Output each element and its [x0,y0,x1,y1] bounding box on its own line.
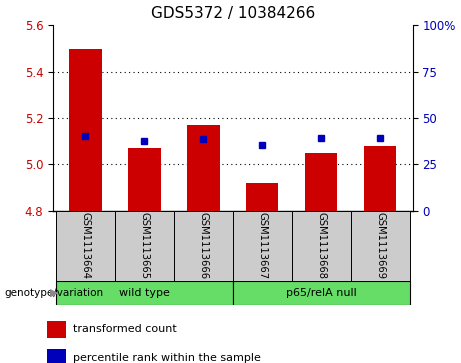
Text: GSM1113665: GSM1113665 [139,212,149,280]
Bar [187,125,219,211]
Text: ▶: ▶ [50,288,58,298]
Bar [233,211,292,281]
Text: GSM1113669: GSM1113669 [375,212,385,280]
Bar [305,153,337,211]
Bar [47,349,66,363]
Bar [69,49,101,211]
Bar [115,211,174,281]
Bar [174,211,233,281]
Bar [56,281,233,305]
Bar [47,321,66,338]
Text: genotype/variation: genotype/variation [5,288,104,298]
Bar [56,211,115,281]
Bar [246,183,278,211]
Bar [292,211,351,281]
Text: wild type: wild type [119,288,170,298]
Text: GSM1113668: GSM1113668 [316,212,326,280]
Bar [351,211,410,281]
Text: p65/relA null: p65/relA null [286,288,357,298]
Bar [128,148,160,211]
Text: transformed count: transformed count [73,325,177,334]
Bar [233,281,410,305]
Text: GSM1113667: GSM1113667 [257,212,267,280]
Bar [364,146,396,211]
Title: GDS5372 / 10384266: GDS5372 / 10384266 [151,7,315,21]
Text: GSM1113664: GSM1113664 [80,212,90,280]
Text: GSM1113666: GSM1113666 [198,212,208,280]
Text: percentile rank within the sample: percentile rank within the sample [73,353,261,363]
